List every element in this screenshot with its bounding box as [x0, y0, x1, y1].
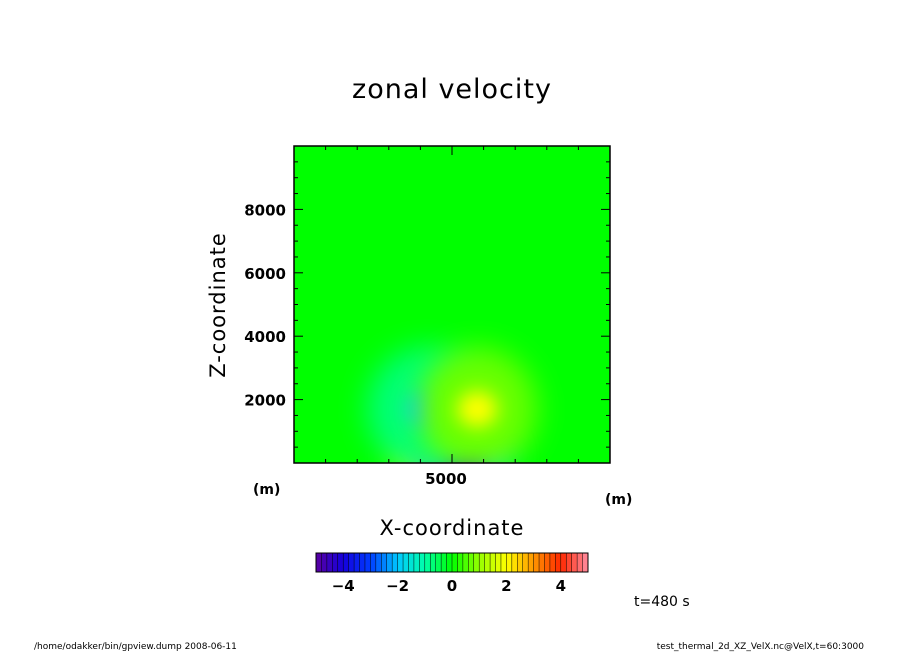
y-tick-label: 4000 — [244, 328, 286, 346]
colorbar-segment — [468, 553, 475, 572]
time-label: t=480 s — [634, 594, 690, 610]
colorbar-tick-label: 2 — [501, 577, 511, 595]
colorbar-segment — [577, 553, 583, 572]
colorbar-tick-label: −4 — [332, 577, 355, 595]
colorbar-segment — [381, 553, 388, 572]
colorbar-tick-label: −2 — [386, 577, 409, 595]
colorbar-segment — [522, 553, 529, 572]
colorbar-segment — [354, 553, 360, 572]
colorbar-segment — [484, 553, 491, 572]
colorbar-segment — [332, 553, 339, 572]
colorbar-segment — [549, 553, 556, 572]
colorbar-tick-label: 4 — [556, 577, 566, 595]
footer-command: /home/odakker/bin/gpview.dump 2008-06-11 — [34, 642, 237, 652]
colorbar-segment — [348, 553, 355, 572]
colorbar-segment — [479, 553, 485, 572]
colorbar-segment — [495, 553, 502, 572]
colorbar-segment — [375, 553, 382, 572]
colorbar-segment — [462, 553, 469, 572]
colorbar-segment — [473, 553, 480, 572]
y-tick-label: 2000 — [244, 392, 286, 410]
colorbar-segment — [544, 553, 551, 572]
colorbar-segment — [413, 553, 420, 572]
footer-source: test_thermal_2d_XZ_VelX.nc@VelX,t=60:300… — [656, 642, 864, 652]
heatmap-feature — [457, 391, 498, 428]
colorbar-segment — [386, 553, 393, 572]
colorbar-segment — [490, 553, 496, 572]
colorbar-segment — [441, 553, 447, 572]
colorbar-segment — [343, 553, 349, 572]
chart-title: zonal velocity — [352, 74, 552, 105]
y-tick-label: 6000 — [244, 265, 286, 283]
colorbar-segment — [539, 553, 545, 572]
colorbar-segment — [424, 553, 431, 572]
colorbar-segment — [359, 553, 366, 572]
colorbar-segment — [506, 553, 513, 572]
colorbar: −4 −2 0 2 4 — [315, 552, 589, 595]
colorbar-segment — [408, 553, 415, 572]
colorbar-segment — [500, 553, 507, 572]
colorbar-segment — [326, 553, 333, 572]
colorbar-segment — [582, 553, 589, 572]
x-axis-label: X-coordinate — [379, 516, 525, 540]
y-tick-label: 8000 — [244, 201, 286, 219]
colorbar-segment — [517, 553, 524, 572]
colorbar-segment — [457, 553, 464, 572]
colorbar-segment — [392, 553, 398, 572]
colorbar-segment — [571, 553, 578, 572]
y-axis-label: Z-coordinate — [206, 232, 230, 378]
colorbar-tick-label: 0 — [447, 577, 457, 595]
colorbar-segment — [321, 553, 328, 572]
colorbar-segment — [435, 553, 442, 572]
colorbar-segment — [337, 553, 344, 572]
colorbar-segment — [560, 553, 567, 572]
colorbar-segment — [430, 553, 436, 572]
colorbar-segment — [566, 553, 572, 572]
x-unit-label: (m) — [605, 492, 633, 508]
y-unit-label: (m) — [253, 482, 281, 498]
colorbar-segment — [511, 553, 518, 572]
colorbar-segment — [316, 553, 322, 572]
colorbar-segment — [446, 553, 453, 572]
x-tick-label: 5000 — [425, 470, 467, 488]
colorbar-segment — [555, 553, 562, 572]
colorbar-segment — [533, 553, 540, 572]
heatmap-field — [294, 146, 610, 463]
colorbar-frame — [315, 552, 589, 573]
colorbar-segment — [397, 553, 404, 572]
colorbar-segment — [452, 553, 458, 572]
axis-ticks: 2000 4000 6000 8000 5000 — [244, 146, 610, 488]
colorbar-segment — [370, 553, 377, 572]
colorbar-segment — [419, 553, 426, 572]
colorbar-segment — [528, 553, 534, 572]
colorbar-segment — [364, 553, 371, 572]
colorbar-segment — [403, 553, 409, 572]
